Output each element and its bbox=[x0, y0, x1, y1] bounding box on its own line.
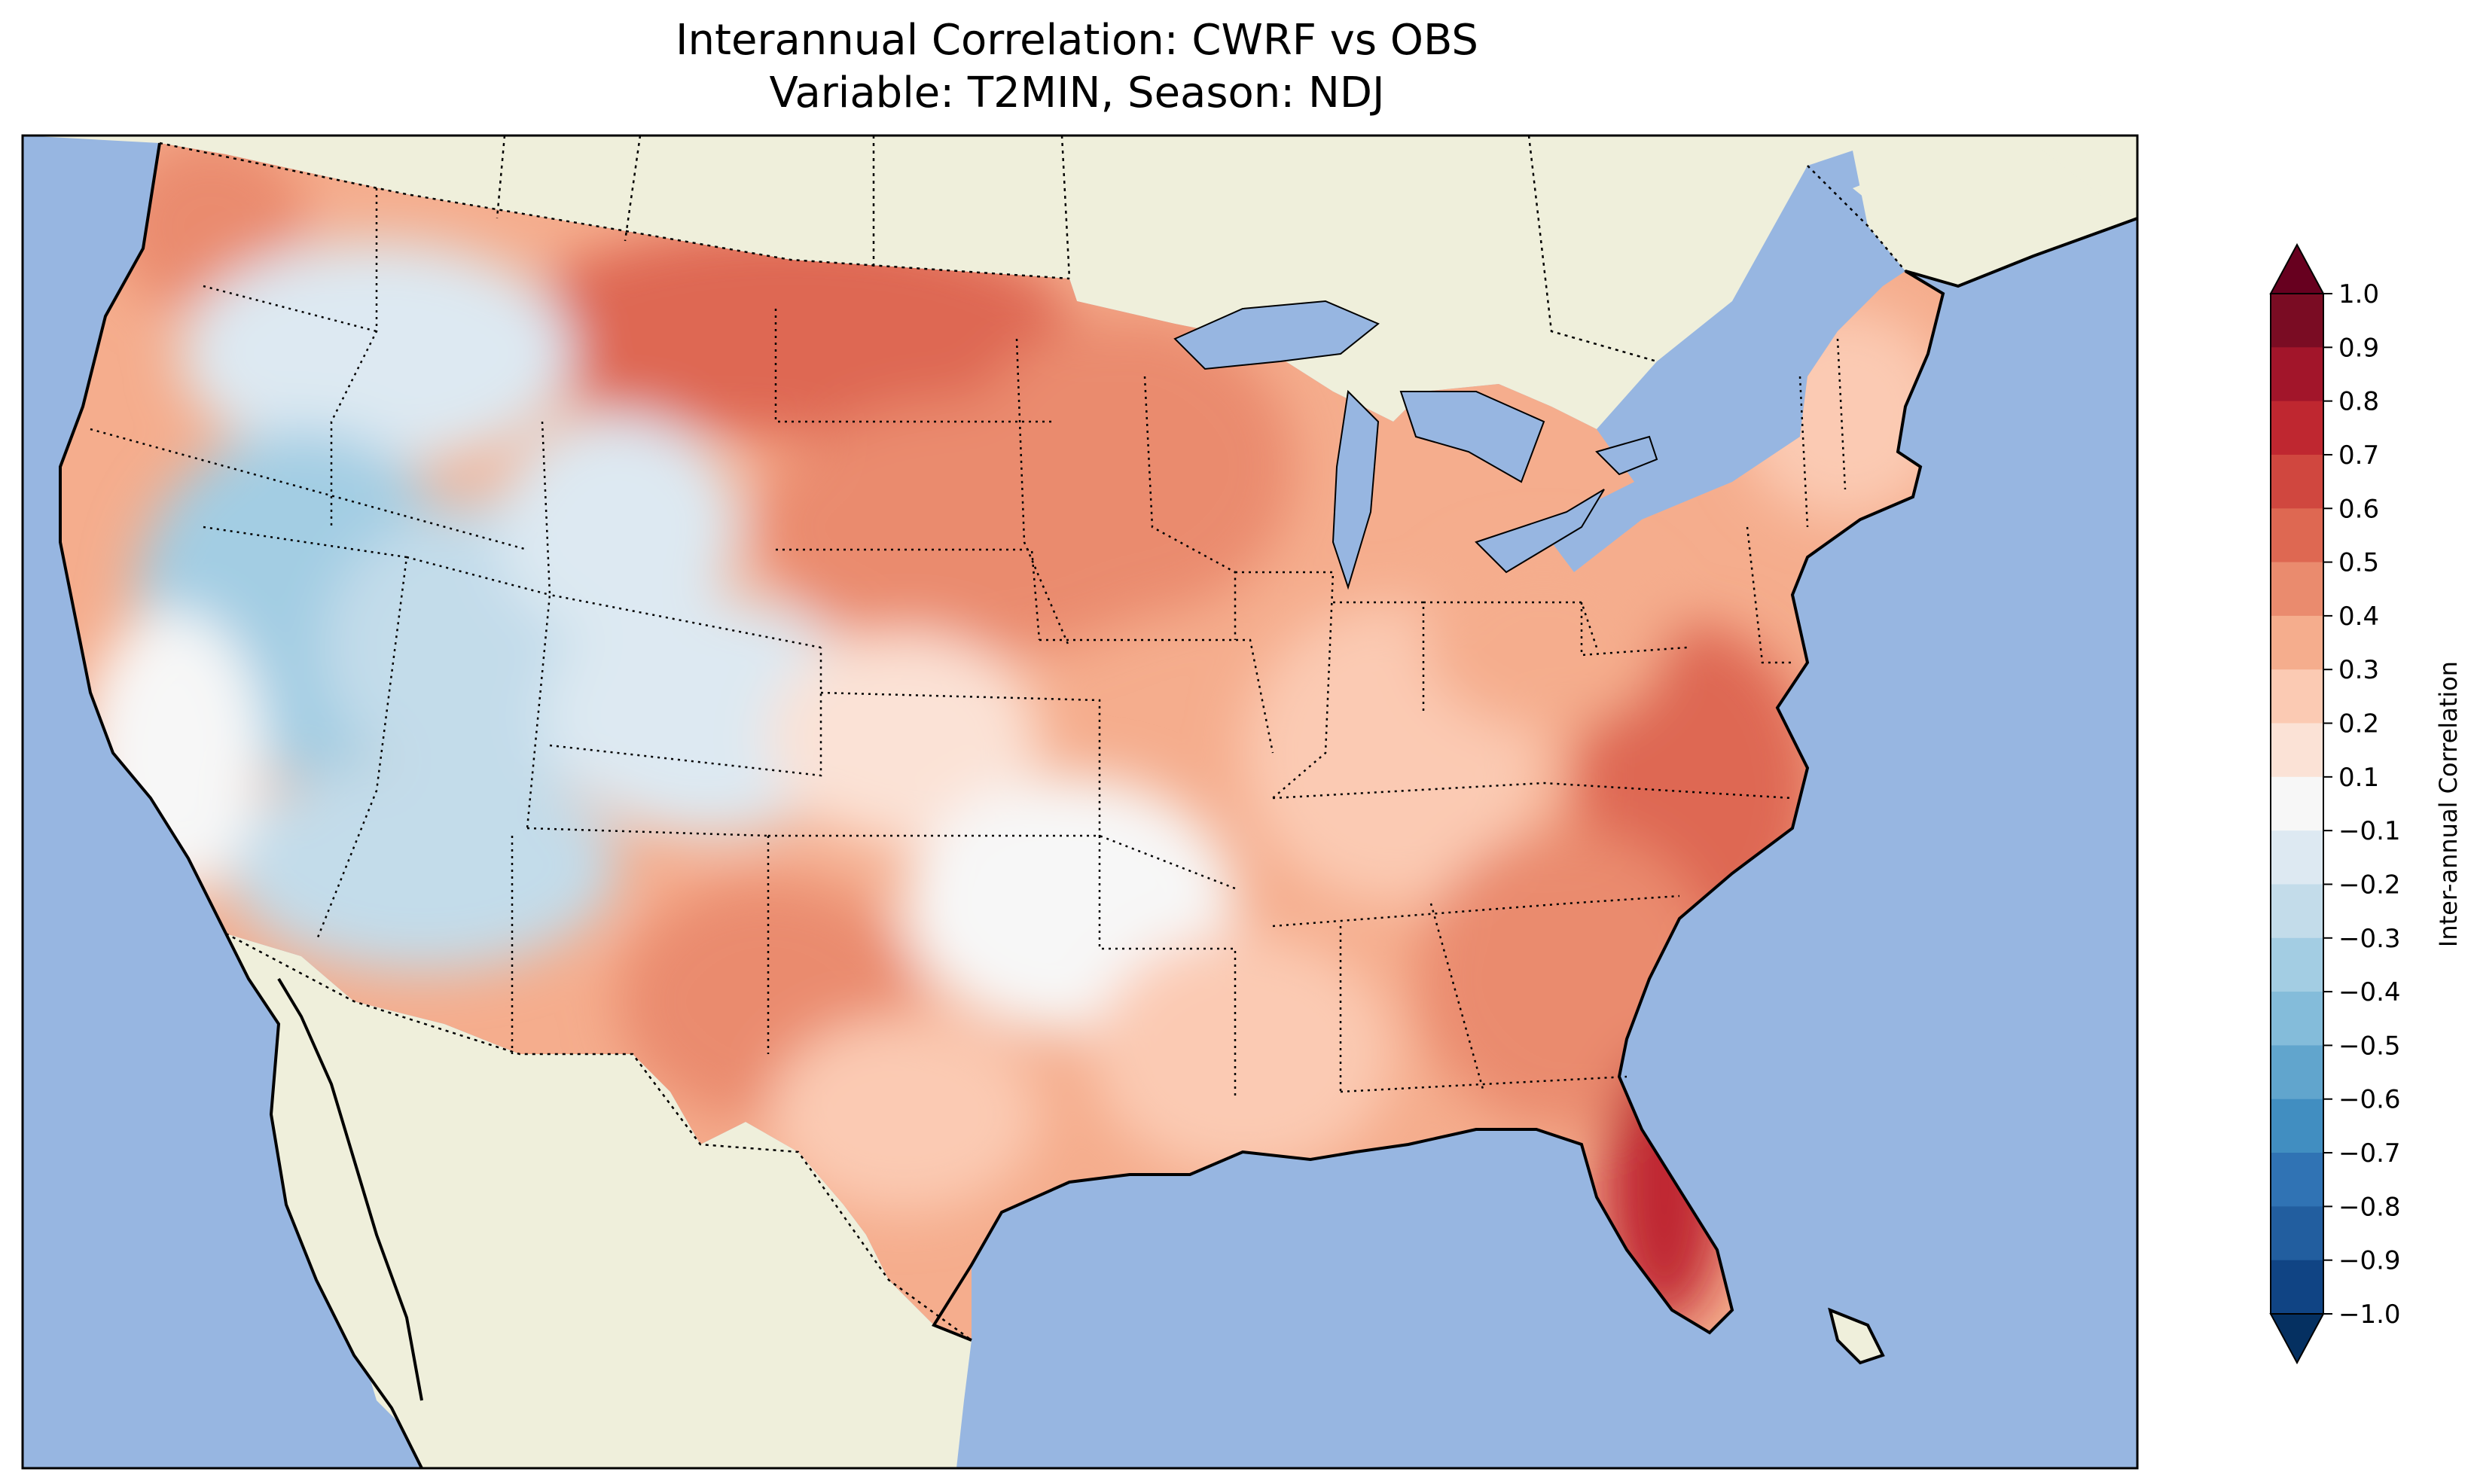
colorbar-tick-label: 0.3 bbox=[2338, 655, 2379, 685]
map-frame bbox=[21, 134, 2139, 1470]
colorbar-tick-label: −0.8 bbox=[2338, 1192, 2401, 1222]
colorbar-tick-label: 0.6 bbox=[2338, 494, 2379, 524]
state-boundaries bbox=[90, 188, 1847, 1099]
colorbar-segment bbox=[2271, 401, 2323, 456]
colorbar-segment bbox=[2271, 776, 2323, 831]
colorbar-under-arrow bbox=[2269, 1313, 2325, 1365]
colorbar-tick-label: −0.3 bbox=[2338, 924, 2401, 954]
colorbar-over-arrow bbox=[2269, 242, 2325, 294]
colorbar-tick-label: 0.8 bbox=[2338, 387, 2379, 417]
colorbar-tick-label: −0.6 bbox=[2338, 1085, 2401, 1115]
colorbar-tick-label: −0.5 bbox=[2338, 1031, 2401, 1061]
colorbar-segment bbox=[2271, 1206, 2323, 1261]
colorbar-segment bbox=[2271, 992, 2323, 1046]
baja-peninsula bbox=[279, 979, 422, 1431]
colorbar-tick-label: −0.2 bbox=[2338, 870, 2401, 900]
colorbar-segment bbox=[2271, 615, 2323, 670]
coastlines bbox=[59, 142, 2137, 1468]
colorbar-tick-label: 0.2 bbox=[2338, 709, 2379, 739]
colorbar-segment bbox=[2271, 347, 2323, 402]
colorbar-tick-label: 0.4 bbox=[2338, 602, 2379, 632]
colorbar-tick-label: 0.1 bbox=[2338, 763, 2379, 793]
colorbar-segment bbox=[2271, 294, 2323, 348]
colorbar-segment bbox=[2271, 830, 2323, 885]
colorbar-segment bbox=[2271, 1045, 2323, 1100]
newfoundland-land bbox=[1853, 143, 2137, 286]
colorbar-tick-label: 0.7 bbox=[2338, 440, 2379, 471]
colorbar-tick-label: −0.9 bbox=[2338, 1246, 2401, 1276]
colorbar-segment bbox=[2271, 562, 2323, 617]
map-subtitle: Variable: T2MIN, Season: NDJ bbox=[769, 69, 1385, 117]
colorbar-segment bbox=[2271, 723, 2323, 778]
colorbar-segment bbox=[2271, 1099, 2323, 1153]
country-borders bbox=[159, 136, 1906, 1342]
colorbar-segment bbox=[2271, 1153, 2323, 1207]
colorbar-segment bbox=[2271, 1260, 2323, 1315]
colorbar-tick-label: −0.4 bbox=[2338, 977, 2401, 1007]
colorbar-segment bbox=[2271, 508, 2323, 563]
us-correlation-field bbox=[60, 143, 1943, 1340]
colorbar-label: Inter-annual Correlation bbox=[2434, 661, 2463, 947]
colorbar-tick-label: 0.9 bbox=[2338, 333, 2379, 363]
map-title: Interannual Correlation: CWRF vs OBS bbox=[676, 16, 1478, 65]
colorbar-tick-label: −0.7 bbox=[2338, 1138, 2401, 1169]
colorbar-ticks: 1.0 0.9 0.8 0.7 0.6 0.5 0.4 0.3 0.2 0.1 −0.1 −0.2 −0… bbox=[2323, 279, 2401, 1330]
colorbar-segments bbox=[2271, 294, 2323, 1315]
colorbar-tick-label: −0.1 bbox=[2338, 816, 2401, 846]
colorbar-outline bbox=[2270, 293, 2324, 1315]
mexico-land bbox=[226, 934, 972, 1468]
colorbar-tick-label: 0.5 bbox=[2338, 548, 2379, 578]
cuba-land bbox=[1830, 1310, 1883, 1363]
colorbar-segment bbox=[2271, 937, 2323, 992]
canada-land bbox=[23, 136, 2137, 429]
colorbar-segment bbox=[2271, 669, 2323, 724]
colorbar-tick-label: 1.0 bbox=[2338, 279, 2379, 309]
colorbar-segment bbox=[2271, 884, 2323, 939]
great-lakes bbox=[1173, 300, 1658, 590]
colorbar-segment bbox=[2271, 454, 2323, 509]
colorbar-tick-label: −1.0 bbox=[2338, 1300, 2401, 1330]
